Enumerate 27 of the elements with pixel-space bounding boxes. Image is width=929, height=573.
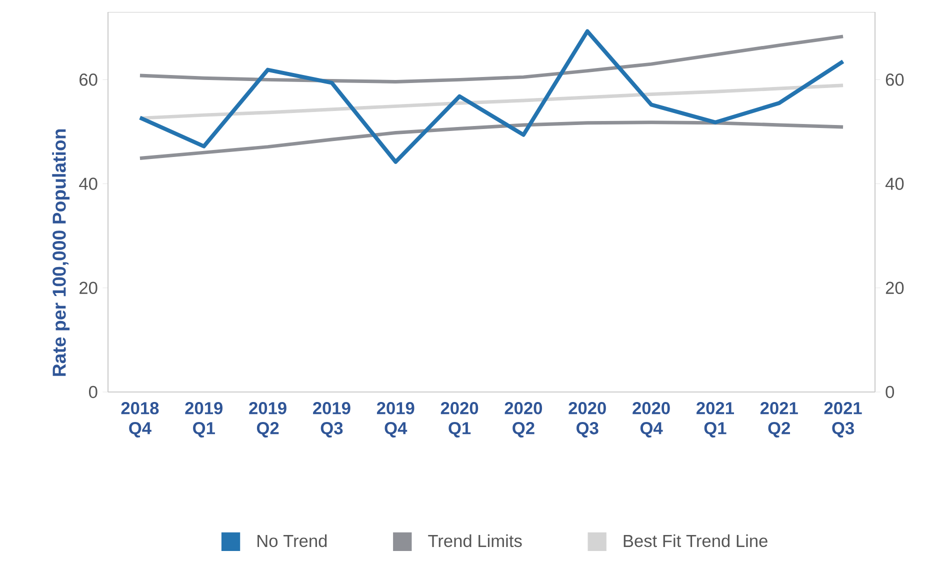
y2-tick-label: 0 [886, 386, 894, 398]
x-tick-label: 2020 Q3 [568, 402, 606, 438]
line-series [138, 34, 845, 84]
x-tick-label: 2019 Q1 [185, 402, 222, 438]
y-tick-label: 0 [88, 386, 98, 398]
x-tick-label: 2019 Q2 [249, 402, 286, 438]
x-tick-label: 2020 Q2 [504, 402, 542, 438]
x-tick-label: 2021 Q1 [696, 402, 734, 438]
line-series [138, 120, 845, 160]
legend-label: No Trend [258, 534, 327, 548]
legend-label: Best Fit Trend Line [624, 534, 768, 548]
y2-tick-label: 40 [885, 178, 904, 190]
y-axis-title: Rate per 100,000 Population [52, 129, 70, 376]
x-tick-label: 2020 Q1 [440, 402, 478, 438]
y-tick-label: 20 [80, 282, 98, 294]
y2-tick-label: 20 [886, 282, 904, 294]
x-tick-label: 2021 Q2 [760, 402, 798, 438]
x-tick-label: 2019 Q4 [376, 402, 414, 438]
x-tick-label: 2021 Q3 [824, 402, 862, 438]
x-tick-label: 2019 Q3 [313, 402, 350, 438]
y2-tick-label: 60 [886, 74, 904, 86]
x-tick-label: 2018 Q4 [121, 402, 159, 438]
line-series [138, 29, 846, 164]
legend-label: Trend Limits [428, 534, 522, 548]
y-tick-label: 40 [79, 178, 98, 190]
y-tick-label: 60 [80, 74, 98, 86]
x-tick-label: 2020 Q4 [632, 402, 670, 438]
